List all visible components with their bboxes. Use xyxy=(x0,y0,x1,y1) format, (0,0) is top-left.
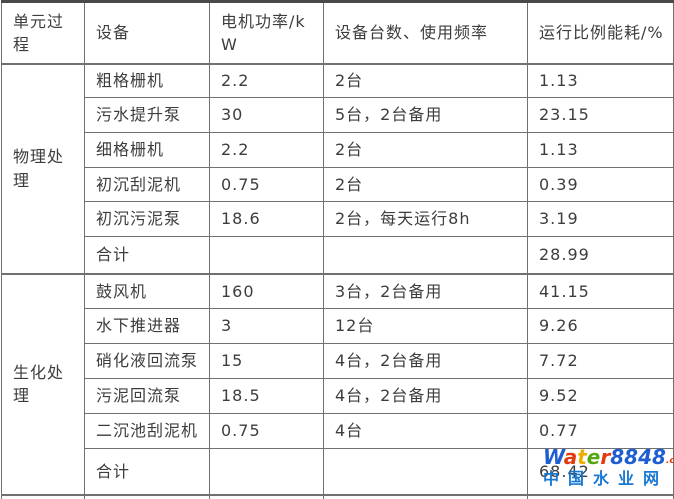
partial-row xyxy=(1,493,674,499)
power-cell: 0.75 xyxy=(209,167,324,202)
header-cell-unit-process: 单元过程 xyxy=(1,1,85,65)
table-row: 污泥回流泵 18.5 4台，2台备用 9.52 xyxy=(2,378,674,414)
count-cell: 4台，2台备用 xyxy=(323,378,528,414)
device-cell xyxy=(84,493,210,499)
header-cell-energy-ratio: 运行比例能耗/% xyxy=(527,1,674,65)
energy-cell: 0.39 xyxy=(527,167,674,202)
count-cell: 2台 xyxy=(323,132,528,168)
device-cell: 水下推进器 xyxy=(84,308,210,344)
device-cell: 初沉污泥泵 xyxy=(84,201,210,237)
group-cell-physical-treatment: 物理处理 xyxy=(1,63,85,274)
subtotal-row: 合计 68.42 xyxy=(2,448,674,495)
energy-cell xyxy=(527,493,674,499)
device-cell: 粗格栅机 xyxy=(84,63,210,98)
device-cell: 鼓风机 xyxy=(84,272,210,309)
energy-cell: 1.13 xyxy=(527,132,674,168)
device-cell: 污水提升泵 xyxy=(84,97,210,133)
count-cell: 4台 xyxy=(323,413,528,449)
table-row: 初沉污泥泵 18.6 2台，每天运行8h 3.19 xyxy=(2,201,674,237)
energy-cell: 28.99 xyxy=(527,236,674,274)
header-cell-motor-power: 电机功率/kW xyxy=(209,1,324,65)
table-row: 物理处理 粗格栅机 2.2 2台 1.13 xyxy=(1,63,674,274)
count-cell: 2台 xyxy=(323,63,528,98)
header-cell-device: 设备 xyxy=(84,1,210,65)
power-cell: 18.6 xyxy=(209,201,324,237)
energy-cell: 23.15 xyxy=(527,97,674,133)
power-cell: 3 xyxy=(209,308,324,344)
power-cell: 2.2 xyxy=(209,132,324,168)
power-cell xyxy=(209,493,324,499)
table-row: 细格栅机 2.2 2台 1.13 xyxy=(2,132,674,168)
device-cell: 合计 xyxy=(84,448,210,495)
device-cell: 二沉池刮泥机 xyxy=(84,413,210,449)
count-cell: 3台，2台备用 xyxy=(323,272,528,309)
count-cell xyxy=(323,493,528,499)
power-cell: 30 xyxy=(209,97,324,133)
count-cell: 12台 xyxy=(323,308,528,344)
energy-cell: 7.72 xyxy=(527,343,674,379)
energy-cell: 3.19 xyxy=(527,201,674,237)
power-cell: 18.5 xyxy=(209,378,324,414)
count-cell xyxy=(323,448,528,495)
device-cell: 细格栅机 xyxy=(84,132,210,168)
energy-cell: 9.26 xyxy=(527,308,674,344)
count-cell: 4台，2台备用 xyxy=(323,343,528,379)
device-cell: 合计 xyxy=(84,236,210,274)
count-cell xyxy=(323,236,528,274)
group-cell xyxy=(1,493,85,499)
table-row: 生化处理 鼓风机 160 3台，2台备用 41.15 xyxy=(1,272,674,495)
power-cell: 160 xyxy=(209,272,324,309)
table-row: 二沉池刮泥机 0.75 4台 0.77 xyxy=(2,413,674,449)
count-cell: 5台，2台备用 xyxy=(323,97,528,133)
table-row: 初沉刮泥机 0.75 2台 0.39 xyxy=(2,167,674,202)
count-cell: 2台 xyxy=(323,167,528,202)
device-cell: 初沉刮泥机 xyxy=(84,167,210,202)
count-cell: 2台，每天运行8h xyxy=(323,201,528,237)
power-cell xyxy=(209,448,324,495)
device-cell: 硝化液回流泵 xyxy=(84,343,210,379)
energy-cell: 9.52 xyxy=(527,378,674,414)
table-row: 水下推进器 3 12台 9.26 xyxy=(2,308,674,344)
group-cell-biochemical-treatment: 生化处理 xyxy=(1,272,85,495)
table-row: 污水提升泵 30 5台，2台备用 23.15 xyxy=(2,97,674,133)
power-cell: 2.2 xyxy=(209,63,324,98)
header-cell-count-frequency: 设备台数、使用频率 xyxy=(323,1,528,65)
subtotal-row: 合计 28.99 xyxy=(2,236,674,274)
table-row: 硝化液回流泵 15 4台，2台备用 7.72 xyxy=(2,343,674,379)
energy-cell: 68.42 xyxy=(527,448,674,495)
energy-cell: 41.15 xyxy=(527,272,674,309)
power-cell: 15 xyxy=(209,343,324,379)
energy-cell: 0.77 xyxy=(527,413,674,449)
power-cell: 0.75 xyxy=(209,413,324,449)
header-row: 单元过程 设备 电机功率/kW 设备台数、使用频率 运行比例能耗/% xyxy=(1,1,674,65)
energy-cell: 1.13 xyxy=(527,63,674,98)
power-cell xyxy=(209,236,324,274)
device-cell: 污泥回流泵 xyxy=(84,378,210,414)
